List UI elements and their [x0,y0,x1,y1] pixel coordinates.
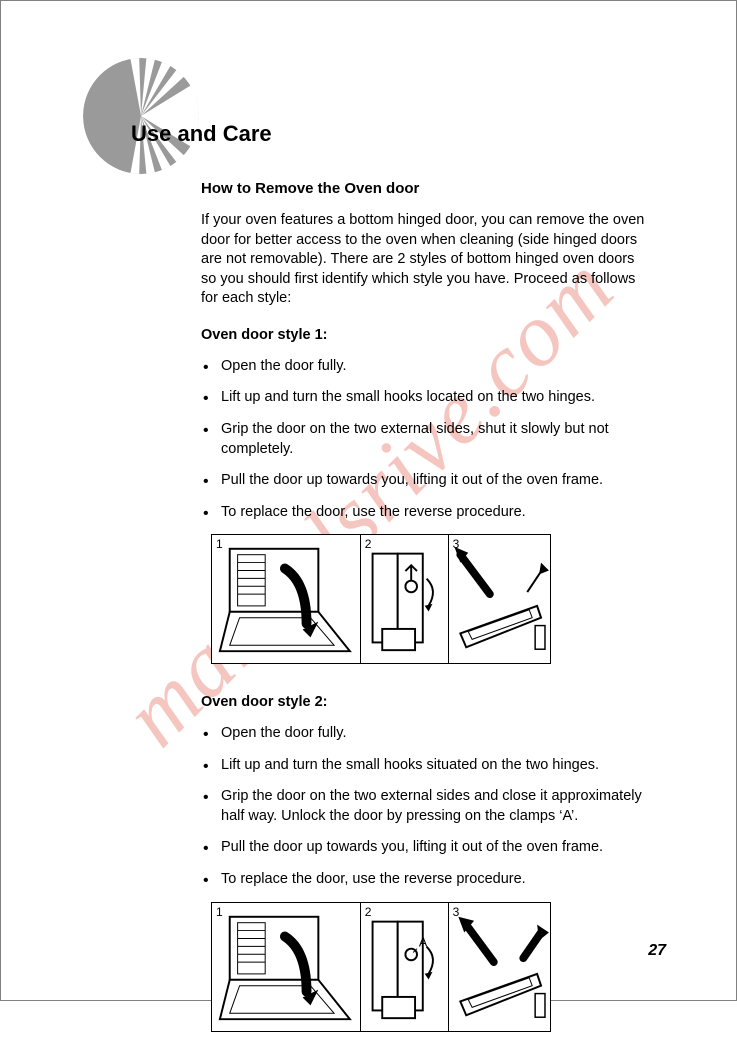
content-area: Use and Care How to Remove the Oven door… [81,56,671,1062]
figure-panel: 2 [361,535,449,663]
figure-panel: 3 [449,535,550,663]
figure-panel: 3 [449,903,550,1031]
style1-figure: 1 2 [211,534,551,664]
list-item: Lift up and turn the small hooks situate… [201,756,651,776]
style2-figure: 1 2 [211,902,551,1032]
oven-open-icon [212,535,360,663]
door-remove-icon [449,535,550,663]
section-title: Use and Care [131,121,272,147]
panel-number: 2 [365,537,372,551]
oven-open-icon [212,903,360,1031]
list-item: To replace the door, use the reverse pro… [201,870,651,890]
list-item: Open the door fully. [201,357,651,377]
hinge-detail-icon [361,535,448,663]
intro-paragraph: If your oven features a bottom hinged do… [201,211,651,309]
hinge-clamp-icon: A [361,903,448,1031]
list-item: Pull the door up towards you, lifting it… [201,471,651,491]
manual-page: manualsrive.com [0,0,737,1001]
main-heading: How to Remove the Oven door [201,180,651,197]
style1-steps: Open the door fully. Lift up and turn th… [201,357,651,522]
panel-number: 2 [365,905,372,919]
list-item: Pull the door up towards you, lifting it… [201,838,651,858]
panel-number: 3 [453,905,460,919]
page-number: 27 [648,942,666,960]
panel-number: 1 [216,905,223,919]
figure-panel: 2 A [361,903,449,1031]
sunburst-logo-icon [81,56,201,176]
body-column: How to Remove the Oven door If your oven… [201,180,651,1032]
list-item: Open the door fully. [201,724,651,744]
style2-steps: Open the door fully. Lift up and turn th… [201,724,651,889]
list-item: Grip the door on the two external sides,… [201,420,651,459]
panel-number: 1 [216,537,223,551]
style2-heading: Oven door style 2: [201,694,651,710]
list-item: Grip the door on the two external sides … [201,787,651,826]
list-item: Lift up and turn the small hooks located… [201,388,651,408]
style1-heading: Oven door style 1: [201,327,651,343]
figure-panel: 1 [212,535,361,663]
panel-number: 3 [453,537,460,551]
figure-panel: 1 [212,903,361,1031]
header-block: Use and Care [81,56,671,176]
door-lift-icon [449,903,550,1031]
list-item: To replace the door, use the reverse pro… [201,503,651,523]
